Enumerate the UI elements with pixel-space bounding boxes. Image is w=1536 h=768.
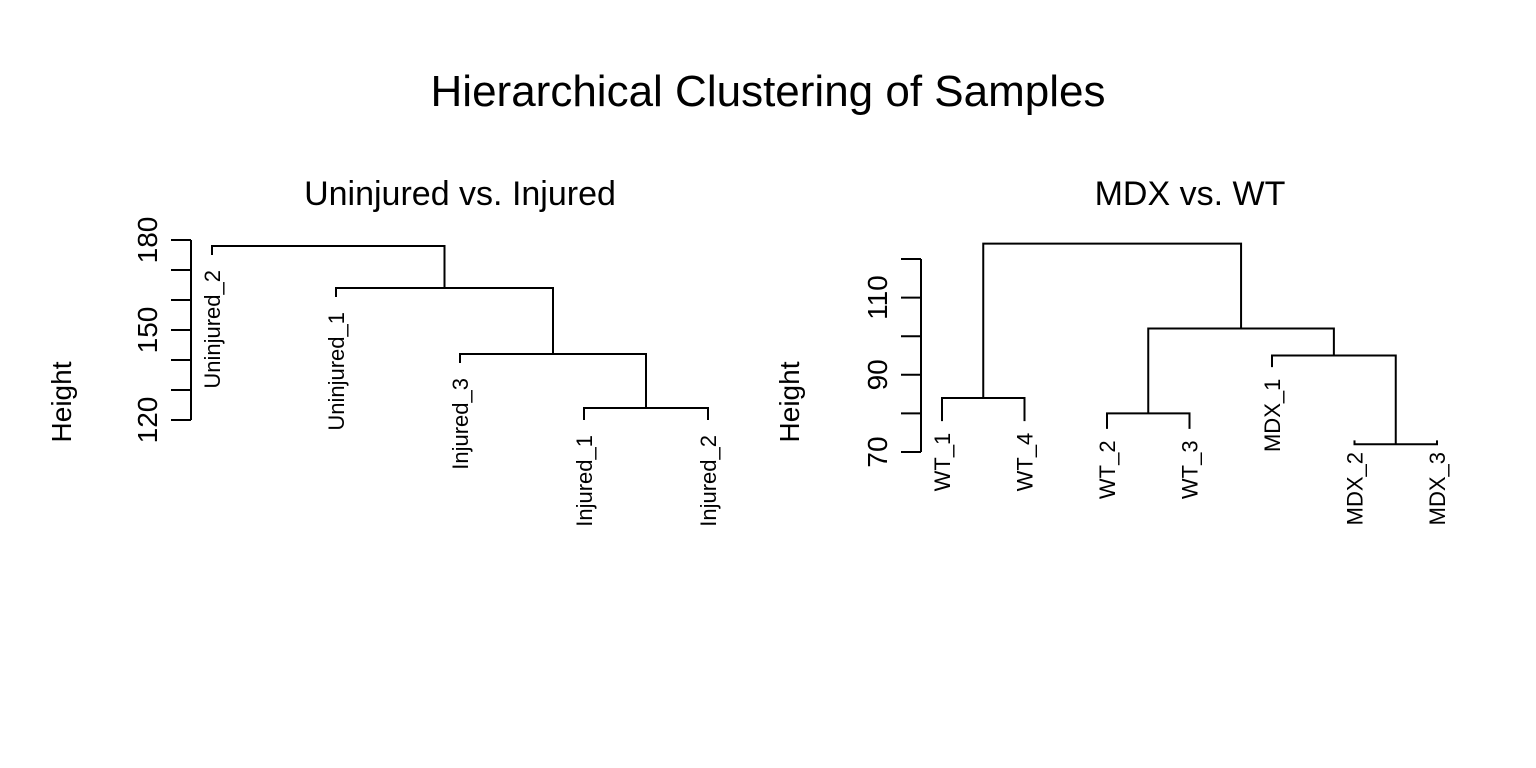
dendrogram-merge-5: [1147, 327, 1335, 414]
dendrogram-merge-4: [1271, 354, 1397, 445]
dendrogram-merge-3: [335, 287, 554, 354]
dendrogram-merge-2: [1106, 412, 1191, 429]
leaf-label-mdx_3: MDX_3: [1425, 452, 1450, 525]
y-tick-label: 180: [132, 217, 163, 264]
leaf-label-uninjured_2: Uninjured_2: [200, 270, 225, 389]
leaf-label-mdx_1: MDX_1: [1260, 379, 1285, 452]
leaf-label-injured_3: Injured_3: [448, 378, 473, 470]
dendrogram-merge-3: [1353, 440, 1438, 446]
leaf-label-wt_4: WT_4: [1013, 433, 1038, 492]
dendrogram-panel-uninjured-injured: Uninjured vs. Injured Height 120 150 180 Un…: [46, 175, 721, 527]
dendrogram-merge-6: [982, 242, 1243, 398]
leaf-label-injured_1: Injured_1: [572, 435, 597, 527]
leaf-label-uninjured_1: Uninjured_1: [324, 312, 349, 431]
y-tick-label: 70: [862, 436, 893, 467]
y-axis-label: Height: [46, 361, 77, 442]
y-tick-label: 120: [132, 397, 163, 444]
dendrogram-merge-1: [941, 396, 1026, 422]
y-tick-label: 110: [862, 275, 893, 320]
leaf-label-wt_3: WT_3: [1178, 440, 1203, 499]
y-axis-label: Height: [774, 361, 805, 442]
y-tick-label: 90: [862, 359, 893, 390]
panel-title: MDX vs. WT: [1095, 175, 1286, 213]
leaf-label-injured_2: Injured_2: [696, 435, 721, 527]
leaf-label-wt_1: WT_1: [930, 433, 955, 492]
panel-title: Uninjured vs. Injured: [304, 175, 616, 213]
dendrogram-merge-2: [459, 353, 647, 408]
figure-title: Hierarchical Clustering of Samples: [431, 67, 1106, 116]
dendrogram-merge-1: [583, 407, 709, 420]
leaf-label-mdx_2: MDX_2: [1343, 452, 1368, 525]
dendrogram-panel-mdx-wt: MDX vs. WT Height 70 90 110 WT_1 WT_4 WT_2 WT_…: [774, 175, 1450, 525]
y-tick-label: 150: [132, 307, 163, 354]
dendrogram-merge-4: [211, 245, 446, 288]
leaf-label-wt_2: WT_2: [1095, 440, 1120, 499]
